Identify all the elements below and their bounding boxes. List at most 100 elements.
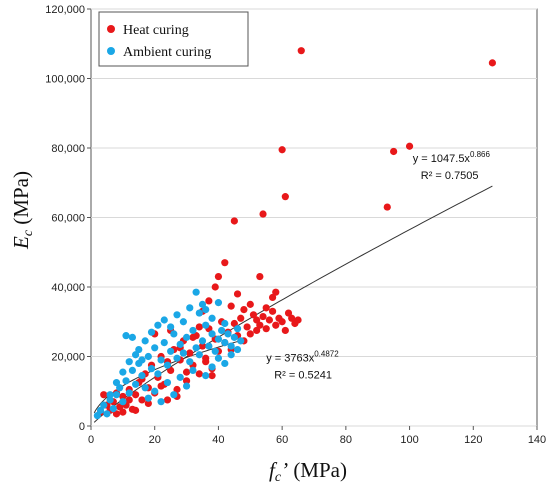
y-tick-label: 40,000: [51, 282, 85, 294]
data-point: [138, 396, 146, 404]
y-gridlines: [91, 8, 537, 427]
data-point: [135, 345, 143, 354]
data-point: [246, 330, 254, 338]
data-point: [112, 391, 121, 399]
data-point: [144, 352, 152, 361]
data-point: [227, 302, 235, 310]
data-point: [144, 399, 152, 408]
data-point: [246, 300, 254, 308]
y-tick-label: 60,000: [51, 213, 85, 225]
data-point: [116, 384, 124, 392]
legend-label-heat: Heat curing: [123, 23, 189, 38]
data-point: [176, 340, 184, 348]
data-point: [170, 330, 178, 338]
data-point: [167, 323, 175, 331]
data-point: [157, 398, 165, 406]
data-point: [221, 319, 229, 328]
data-point: [202, 372, 210, 380]
data-point: [218, 326, 226, 335]
y-axis-ticks: 0 20,000 40,000 60,000 80,000 100,000 120,000: [45, 4, 91, 433]
data-point: [167, 347, 175, 355]
data-point: [221, 259, 229, 267]
data-point: [281, 326, 289, 335]
trendline-equations: y = 1047.5x0.866 R² = 0.7505 y = 3763x0.48…: [266, 150, 490, 382]
x-tick-label: 100: [400, 434, 418, 446]
data-point: [179, 318, 187, 326]
data-point: [125, 358, 133, 366]
data-point: [173, 385, 181, 394]
data-point: [262, 304, 270, 312]
data-point: [112, 410, 121, 418]
data-point: [272, 321, 280, 329]
data-point: [100, 391, 108, 399]
data-point: [227, 351, 235, 359]
equation-base: y = 3763x: [266, 353, 315, 365]
data-point: [122, 332, 130, 340]
data-point: [125, 389, 133, 397]
data-point: [205, 297, 213, 305]
data-point: [176, 373, 184, 381]
data-point: [141, 384, 149, 392]
x-tick-label: 40: [212, 434, 224, 446]
data-point: [138, 372, 146, 380]
data-point: [230, 333, 238, 341]
data-points: [93, 47, 496, 420]
data-point: [192, 344, 200, 352]
data-point: [100, 401, 108, 409]
data-point: [243, 323, 251, 331]
r-squared-text: R² = 0.5241: [274, 370, 332, 382]
x-tick-label: 0: [88, 434, 94, 446]
data-point: [211, 283, 219, 291]
data-point: [208, 363, 216, 371]
equation-text: y = 3763x0.4872: [266, 350, 339, 365]
data-point: [227, 342, 235, 350]
data-point: [163, 361, 172, 369]
data-point: [253, 326, 261, 335]
equation-exponent: 0.4872: [314, 350, 339, 359]
x-axis-title: fc’ (MPa): [269, 458, 347, 485]
data-point: [189, 326, 197, 335]
data-point: [189, 366, 197, 374]
legend: Heat curing Ambient curing: [98, 11, 249, 67]
data-point: [294, 316, 302, 324]
data-point: [230, 319, 238, 328]
data-point: [208, 372, 216, 380]
data-point: [160, 316, 168, 324]
data-point: [119, 408, 127, 416]
data-point: [151, 344, 159, 352]
x-tick-label: 60: [276, 434, 288, 446]
data-point: [237, 337, 245, 345]
data-point: [167, 366, 175, 374]
data-point: [112, 378, 121, 387]
data-point: [240, 305, 248, 314]
x-tick-label: 20: [149, 434, 161, 446]
data-point: [195, 370, 203, 378]
data-point: [253, 316, 261, 324]
data-point: [106, 391, 114, 399]
data-point: [179, 349, 187, 357]
y-tick-label: 0: [79, 421, 85, 433]
data-point: [284, 309, 293, 317]
data-point: [132, 351, 140, 359]
equation-text: y = 1047.5x0.866: [413, 150, 491, 165]
data-point: [405, 142, 414, 150]
data-point: [233, 290, 242, 298]
data-point: [128, 333, 137, 341]
data-point: [211, 347, 219, 355]
data-point: [147, 328, 156, 336]
data-point: [198, 300, 207, 308]
data-point: [224, 330, 232, 338]
data-point: [132, 406, 140, 414]
data-point: [151, 387, 159, 395]
data-point: [170, 391, 178, 399]
data-point: [182, 333, 191, 341]
data-point: [390, 147, 398, 156]
data-point: [233, 325, 242, 333]
equation-exponent: 0.866: [470, 150, 491, 159]
data-point: [268, 293, 277, 302]
equation-base: y = 1047.5x: [413, 153, 471, 165]
data-point: [488, 59, 496, 67]
data-point: [93, 411, 101, 420]
y-tick-label: 80,000: [51, 143, 85, 155]
